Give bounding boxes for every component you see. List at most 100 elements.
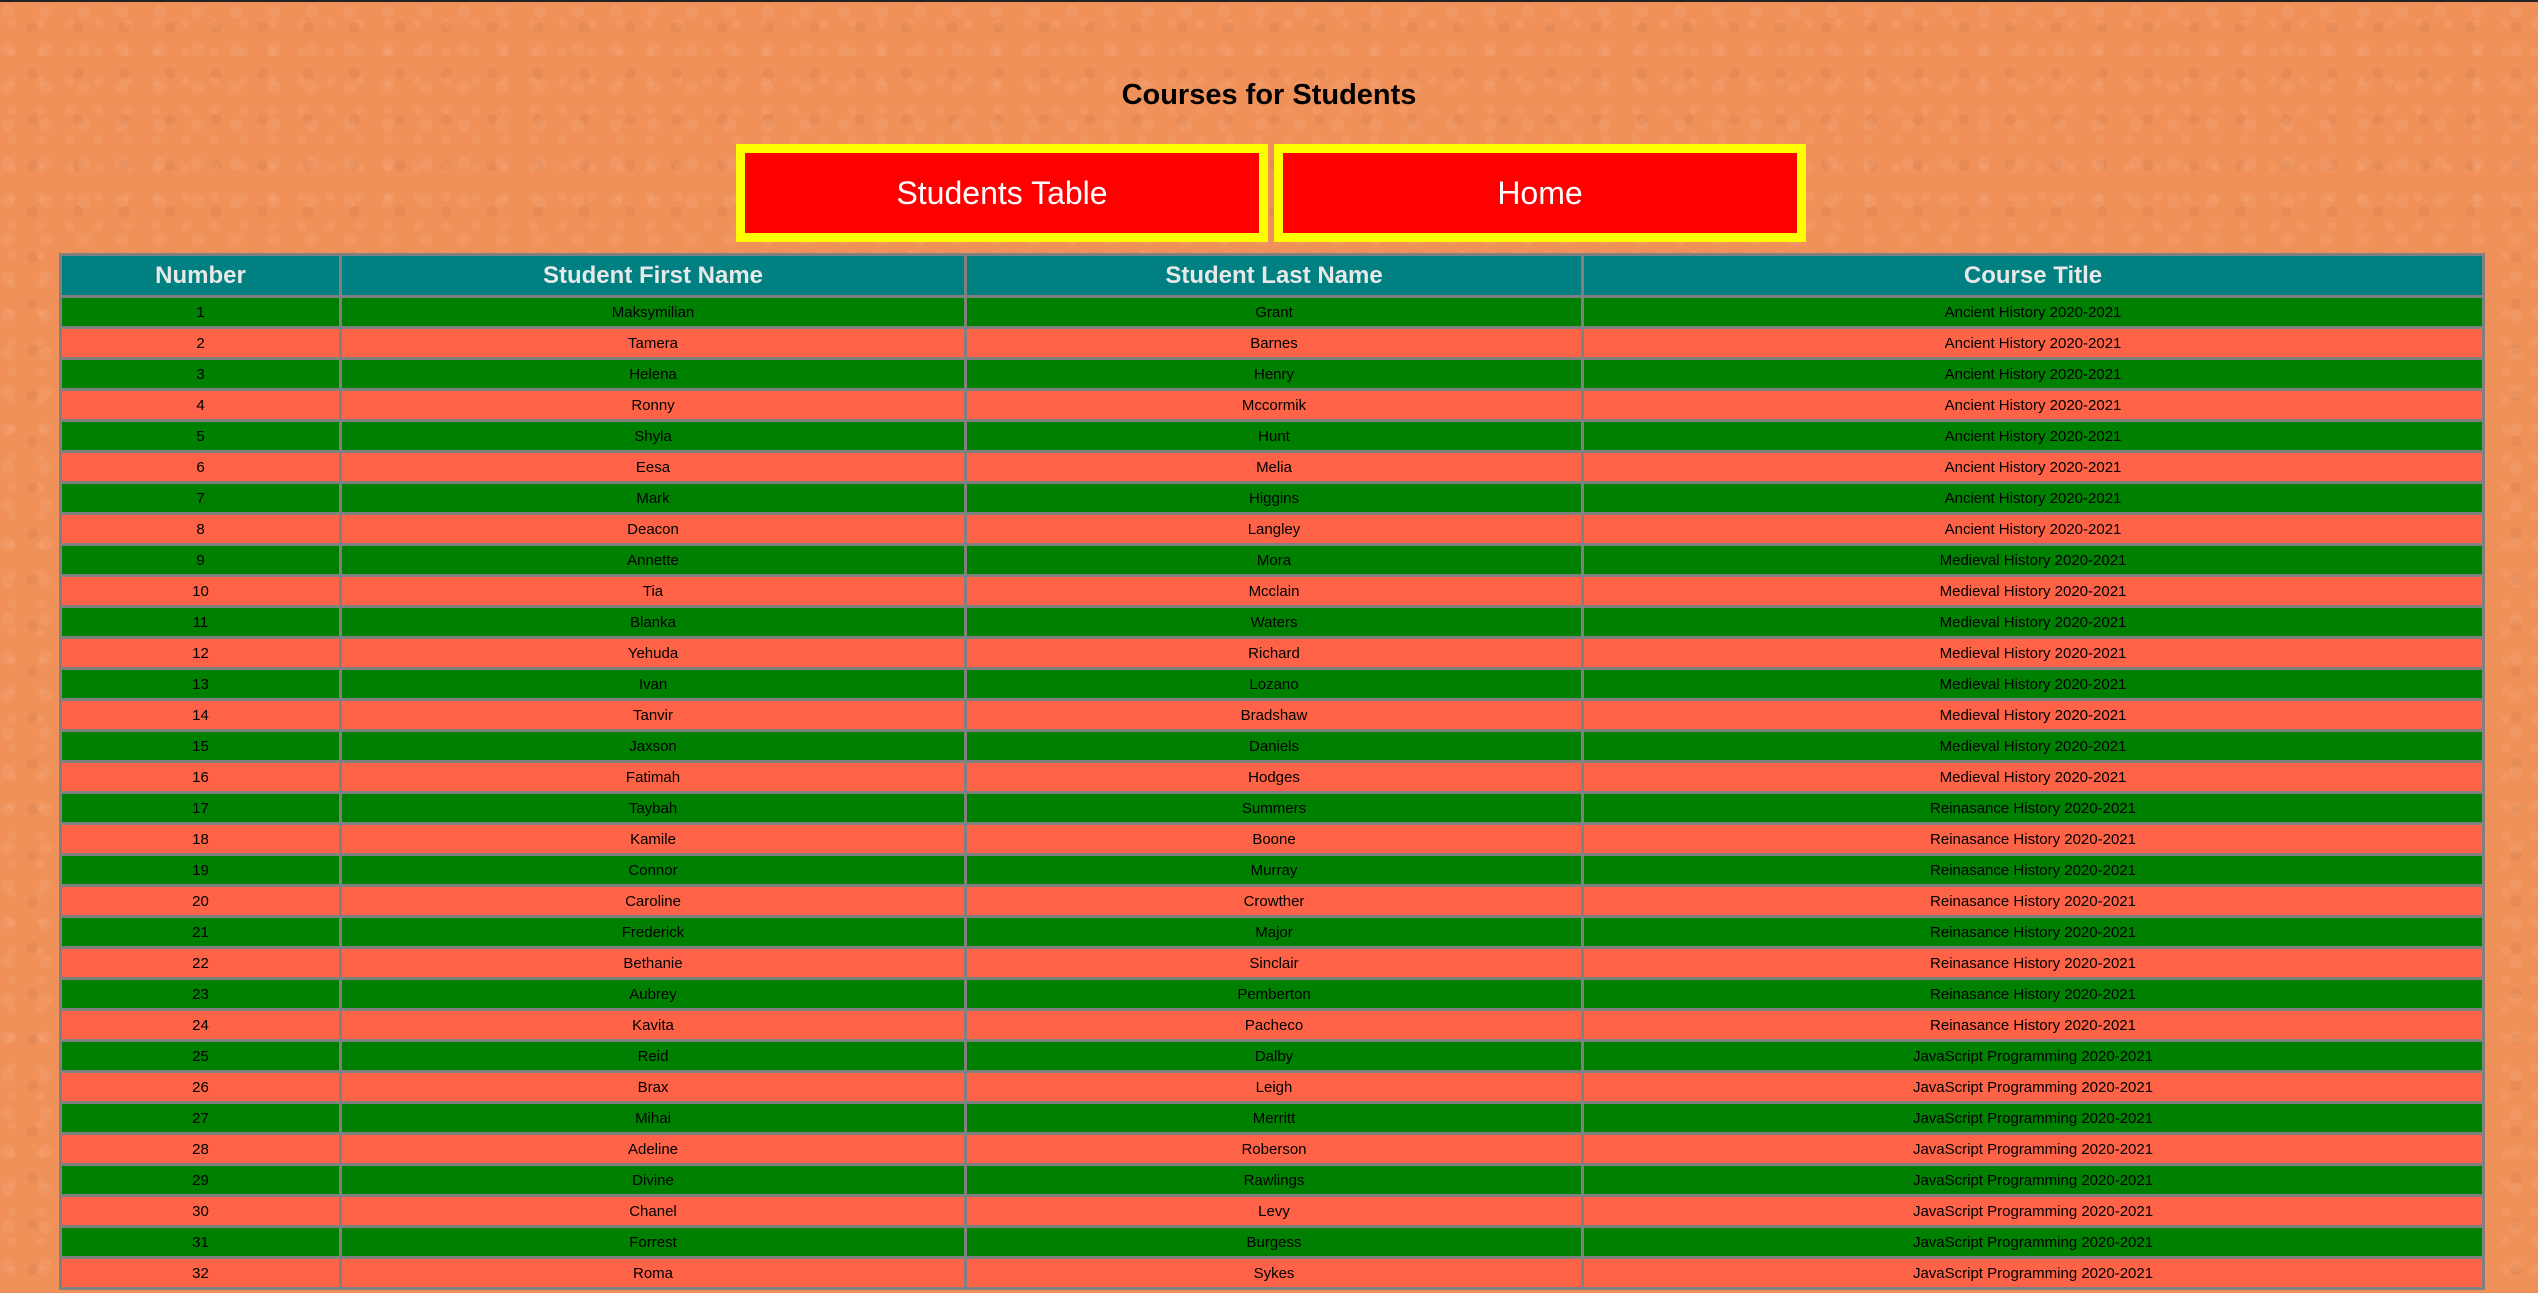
cell-last-name: Langley	[967, 515, 1581, 543]
table-row: 13 Ivan Lozano Medieval History 2020-2021	[62, 670, 2482, 698]
cell-last-name: Henry	[967, 360, 1581, 388]
cell-first-name: Roma	[342, 1259, 964, 1287]
cell-last-name: Roberson	[967, 1135, 1581, 1163]
cell-first-name: Fatimah	[342, 763, 964, 791]
cell-first-name: Caroline	[342, 887, 964, 915]
cell-number: 29	[62, 1166, 339, 1194]
page-title: Courses for Students	[1121, 79, 1417, 111]
cell-first-name: Brax	[342, 1073, 964, 1101]
table-row: 22 Bethanie Sinclair Reinasance History 202…	[62, 949, 2482, 977]
cell-first-name: Reid	[342, 1042, 964, 1070]
cell-course-title: JavaScript Programming 2020-2021	[1584, 1042, 2482, 1070]
cell-course-title: JavaScript Programming 2020-2021	[1584, 1104, 2482, 1132]
cell-last-name: Hodges	[967, 763, 1581, 791]
cell-course-title: Ancient History 2020-2021	[1584, 484, 2482, 512]
cell-last-name: Lozano	[967, 670, 1581, 698]
cell-course-title: Ancient History 2020-2021	[1584, 391, 2482, 419]
table-row: 27 Mihai Merritt JavaScript Programming 202…	[62, 1104, 2482, 1132]
cell-number: 23	[62, 980, 339, 1008]
cell-first-name: Tanvir	[342, 701, 964, 729]
table-row: 31 Forrest Burgess JavaScript Programming 2…	[62, 1228, 2482, 1256]
table-row: 16 Fatimah Hodges Medieval History 2020-202…	[62, 763, 2482, 791]
table-row: 4 Ronny Mccormik Ancient History 2020-2021	[62, 391, 2482, 419]
cell-number: 8	[62, 515, 339, 543]
home-button[interactable]: Home	[1274, 144, 1806, 242]
table-row: 21 Frederick Major Reinasance History 2020-…	[62, 918, 2482, 946]
cell-first-name: Helena	[342, 360, 964, 388]
table-row: 30 Chanel Levy JavaScript Programming 2020-…	[62, 1197, 2482, 1225]
cell-first-name: Ronny	[342, 391, 964, 419]
table-row: 9 Annette Mora Medieval History 2020-2021	[62, 546, 2482, 574]
cell-number: 3	[62, 360, 339, 388]
cell-course-title: Medieval History 2020-2021	[1584, 577, 2482, 605]
cell-number: 32	[62, 1259, 339, 1287]
cell-number: 21	[62, 918, 339, 946]
cell-course-title: Reinasance History 2020-2021	[1584, 794, 2482, 822]
cell-number: 10	[62, 577, 339, 605]
table-row: 19 Connor Murray Reinasance History 2020-20…	[62, 856, 2482, 884]
cell-last-name: Murray	[967, 856, 1581, 884]
cell-course-title: JavaScript Programming 2020-2021	[1584, 1259, 2482, 1287]
cell-course-title: Medieval History 2020-2021	[1584, 701, 2482, 729]
students-courses-table: Number Student First Name Student Last N…	[59, 253, 2485, 1290]
cell-last-name: Waters	[967, 608, 1581, 636]
cell-course-title: Medieval History 2020-2021	[1584, 732, 2482, 760]
cell-number: 14	[62, 701, 339, 729]
cell-course-title: Reinasance History 2020-2021	[1584, 856, 2482, 884]
cell-first-name: Tia	[342, 577, 964, 605]
cell-last-name: Bradshaw	[967, 701, 1581, 729]
cell-number: 19	[62, 856, 339, 884]
cell-first-name: Yehuda	[342, 639, 964, 667]
cell-first-name: Blanka	[342, 608, 964, 636]
table-row: 11 Blanka Waters Medieval History 2020-2021	[62, 608, 2482, 636]
students-table-button[interactable]: Students Table	[736, 144, 1268, 242]
cell-course-title: Medieval History 2020-2021	[1584, 763, 2482, 791]
cell-course-title: Medieval History 2020-2021	[1584, 670, 2482, 698]
cell-first-name: Annette	[342, 546, 964, 574]
cell-course-title: Reinasance History 2020-2021	[1584, 949, 2482, 977]
cell-last-name: Daniels	[967, 732, 1581, 760]
cell-last-name: Pacheco	[967, 1011, 1581, 1039]
table-row: 8 Deacon Langley Ancient History 2020-2021	[62, 515, 2482, 543]
cell-last-name: Sykes	[967, 1259, 1581, 1287]
cell-number: 9	[62, 546, 339, 574]
cell-first-name: Jaxson	[342, 732, 964, 760]
table-row: 23 Aubrey Pemberton Reinasance History 2020…	[62, 980, 2482, 1008]
cell-number: 22	[62, 949, 339, 977]
cell-first-name: Frederick	[342, 918, 964, 946]
cell-first-name: Connor	[342, 856, 964, 884]
cell-course-title: Ancient History 2020-2021	[1584, 515, 2482, 543]
cell-last-name: Burgess	[967, 1228, 1581, 1256]
cell-course-title: Reinasance History 2020-2021	[1584, 887, 2482, 915]
cell-number: 30	[62, 1197, 339, 1225]
cell-number: 13	[62, 670, 339, 698]
cell-last-name: Hunt	[967, 422, 1581, 450]
cell-first-name: Adeline	[342, 1135, 964, 1163]
table-row: 15 Jaxson Daniels Medieval History 2020-202…	[62, 732, 2482, 760]
cell-last-name: Rawlings	[967, 1166, 1581, 1194]
cell-number: 28	[62, 1135, 339, 1163]
cell-last-name: Melia	[967, 453, 1581, 481]
table-row: 3 Helena Henry Ancient History 2020-2021	[62, 360, 2482, 388]
cell-last-name: Mccormik	[967, 391, 1581, 419]
cell-course-title: Ancient History 2020-2021	[1584, 422, 2482, 450]
cell-number: 31	[62, 1228, 339, 1256]
cell-first-name: Ivan	[342, 670, 964, 698]
table-row: 32 Roma Sykes JavaScript Programming 2020-2…	[62, 1259, 2482, 1287]
table-row: 20 Caroline Crowther Reinasance History 202…	[62, 887, 2482, 915]
cell-number: 24	[62, 1011, 339, 1039]
table-row: 1 Maksymilian Grant Ancient History 2020-20…	[62, 298, 2482, 326]
cell-number: 4	[62, 391, 339, 419]
cell-last-name: Merritt	[967, 1104, 1581, 1132]
table-row: 25 Reid Dalby JavaScript Programming 2020-2…	[62, 1042, 2482, 1070]
cell-first-name: Forrest	[342, 1228, 964, 1256]
cell-first-name: Deacon	[342, 515, 964, 543]
cell-number: 15	[62, 732, 339, 760]
header-first-name: Student First Name	[342, 256, 964, 295]
cell-course-title: Medieval History 2020-2021	[1584, 639, 2482, 667]
cell-course-title: Ancient History 2020-2021	[1584, 329, 2482, 357]
cell-number: 18	[62, 825, 339, 853]
table-row: 18 Kamile Boone Reinasance History 2020-202…	[62, 825, 2482, 853]
cell-last-name: Leigh	[967, 1073, 1581, 1101]
cell-first-name: Mihai	[342, 1104, 964, 1132]
